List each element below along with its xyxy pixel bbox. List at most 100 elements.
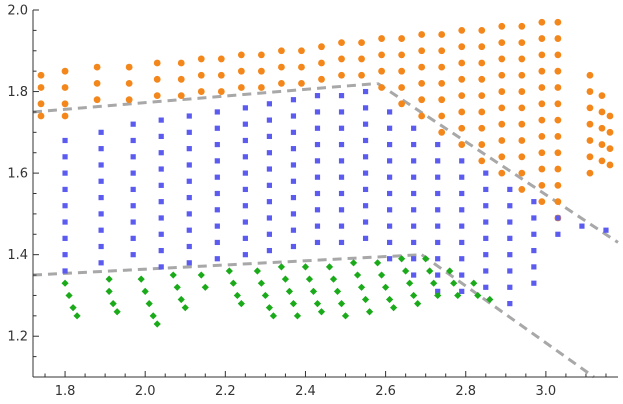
orange-point (418, 112, 426, 120)
orange-point (298, 80, 305, 87)
orange-point (606, 128, 614, 136)
blue-point (483, 170, 489, 176)
blue-point (555, 215, 561, 221)
green-point (301, 263, 310, 271)
orange-point (518, 104, 526, 112)
blue-point (314, 174, 321, 180)
blue-point (459, 239, 465, 246)
blue-point (314, 109, 321, 115)
orange-point (606, 161, 614, 169)
blue-point (290, 146, 297, 152)
blue-point (214, 109, 220, 115)
green-point (430, 279, 438, 287)
y-axis-ticks: 1.2 1.4 1.6 1.8 2.0 (7, 4, 39, 378)
blue-point (98, 146, 104, 152)
blue-point (387, 239, 393, 246)
blue-point (158, 166, 164, 172)
green-point (281, 275, 290, 283)
green-point (474, 291, 482, 300)
blue-point (130, 235, 136, 241)
blue-point (98, 129, 104, 135)
orange-point (598, 124, 606, 132)
blue-point (186, 178, 192, 184)
axes (32, 10, 618, 378)
blue-point (214, 223, 220, 229)
blue-point (362, 88, 369, 95)
blue-point (579, 223, 585, 229)
x-tick-label: 2.2 (215, 384, 236, 399)
orange-point (498, 39, 506, 47)
green-point (113, 308, 121, 316)
green-point (181, 304, 189, 312)
green-point (309, 287, 318, 295)
green-point (69, 304, 77, 312)
green-point (233, 291, 241, 300)
blue-point (338, 125, 345, 131)
orange-point (458, 59, 466, 67)
orange-point (93, 80, 101, 87)
blue-point (435, 207, 441, 213)
blue-point (387, 256, 393, 262)
blue-point (98, 243, 104, 250)
orange-point (378, 35, 385, 42)
orange-point (438, 63, 446, 71)
orange-point (538, 165, 546, 173)
orange-point (93, 63, 101, 71)
blue-point (314, 141, 321, 148)
blue-point (338, 109, 345, 115)
blue-point (531, 215, 537, 221)
blue-point (314, 207, 321, 213)
boundary-lines (32, 81, 619, 379)
orange-point (478, 92, 486, 100)
blue-point (130, 219, 136, 225)
blue-point (507, 235, 513, 241)
orange-point (606, 145, 614, 153)
orange-point (197, 71, 205, 79)
blue-point (130, 137, 136, 144)
green-point (229, 279, 237, 287)
blue-point (435, 288, 441, 294)
orange-point (538, 84, 546, 91)
blue-point (98, 227, 104, 233)
green-point (486, 295, 494, 304)
blue-point (411, 272, 417, 278)
orange-point (498, 22, 506, 30)
orange-point (298, 47, 305, 55)
blue-point (290, 243, 297, 250)
blue-point (242, 121, 248, 127)
orange-point (418, 96, 426, 104)
orange-point (538, 149, 546, 157)
orange-point (478, 43, 486, 51)
orange-point (398, 51, 406, 59)
orange-point (278, 47, 285, 55)
blue-point (411, 239, 417, 246)
data-points (37, 18, 614, 328)
green-point (341, 312, 350, 320)
orange-point (554, 100, 562, 108)
blue-point (98, 178, 104, 184)
green-point (149, 312, 157, 320)
blue-point (387, 109, 393, 115)
blue-point (362, 170, 369, 176)
orange-point (125, 96, 133, 104)
blue-point (242, 219, 248, 225)
blue-point (411, 223, 417, 229)
orange-point (554, 18, 562, 26)
blue-point (531, 199, 537, 205)
blue-point (98, 162, 104, 168)
orange-point (298, 63, 305, 71)
blue-point (435, 158, 441, 164)
orange-point (554, 51, 562, 59)
blue-point (435, 239, 441, 246)
x-tick-label: 2.4 (295, 384, 316, 399)
blue-point (362, 121, 369, 127)
blue-point (338, 223, 345, 229)
green-point (285, 287, 294, 295)
orange-point (518, 55, 526, 63)
orange-point (458, 43, 466, 51)
orange-point (217, 55, 225, 63)
blue-point (290, 178, 297, 184)
orange-point (37, 84, 45, 91)
orange-point (37, 112, 45, 120)
blue-point (290, 129, 297, 135)
